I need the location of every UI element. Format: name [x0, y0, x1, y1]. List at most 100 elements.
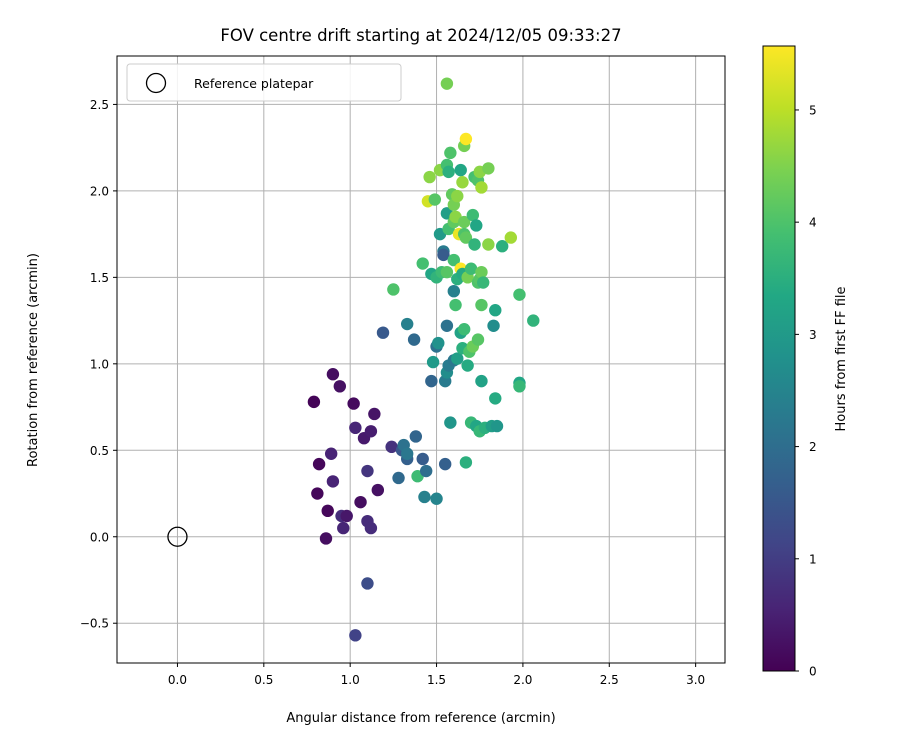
- data-point: [447, 253, 461, 267]
- x-tick-label: 2.5: [600, 673, 619, 687]
- data-point: [444, 416, 457, 429]
- x-tick-label: 1.5: [427, 673, 446, 687]
- data-point: [513, 288, 526, 301]
- data-point: [475, 298, 488, 312]
- data-point: [392, 471, 405, 485]
- data-point: [326, 367, 340, 381]
- data-point: [371, 483, 385, 497]
- data-point: [416, 452, 429, 466]
- legend-marker-reference: [145, 72, 167, 94]
- data-point: [440, 319, 454, 332]
- data-point: [423, 170, 436, 184]
- legend-box: [126, 63, 402, 102]
- data-point: [475, 181, 488, 194]
- grid-lines: [117, 56, 725, 663]
- data-point: [426, 355, 440, 369]
- data-point: [326, 475, 340, 488]
- data-point: [437, 248, 450, 262]
- y-tick-label: 0.0: [90, 530, 109, 544]
- data-point: [354, 495, 367, 509]
- data-point: [468, 238, 481, 251]
- data-point: [489, 392, 502, 405]
- x-axis: 0.0 0.5 1.0 1.5 2.0 2.5 3.0: [168, 663, 705, 687]
- data-point: [400, 317, 414, 331]
- y-tick-label: 2.0: [90, 184, 109, 198]
- data-point: [482, 238, 495, 251]
- x-tick-label: 2.0: [513, 673, 532, 687]
- x-tick-label: 3.0: [686, 673, 705, 687]
- colorbar-tick-label: 3: [809, 328, 817, 342]
- colorbar-gradient: [762, 45, 796, 672]
- data-point: [407, 333, 421, 346]
- data-point: [319, 532, 333, 545]
- reference-marker: [167, 526, 188, 547]
- data-point: [459, 456, 473, 469]
- data-point: [349, 629, 362, 642]
- colorbar-ticks: 0 1 2 3 4 5: [795, 103, 817, 679]
- data-point: [418, 490, 431, 504]
- y-tick-label: 1.5: [90, 271, 109, 285]
- data-point: [368, 407, 381, 421]
- data-point: [361, 464, 374, 478]
- colorbar-tick-label: 4: [809, 216, 817, 230]
- data-point: [409, 430, 423, 443]
- y-tick-label: 1.0: [90, 357, 109, 371]
- data-point: [447, 284, 461, 298]
- data-point: [311, 487, 324, 500]
- plot-area: [116, 55, 726, 664]
- data-point: [387, 283, 400, 296]
- data-point: [504, 231, 518, 244]
- data-point: [457, 215, 471, 229]
- y-tick-label: 0.5: [90, 444, 109, 458]
- data-point: [456, 176, 469, 189]
- data-point: [470, 219, 483, 232]
- data-point: [482, 162, 495, 175]
- data-point: [527, 314, 540, 327]
- data-point: [340, 509, 353, 523]
- data-point: [449, 298, 462, 312]
- data-point: [476, 276, 490, 289]
- data-point: [307, 395, 321, 409]
- data-point: [454, 163, 467, 177]
- data-point: [466, 208, 480, 222]
- colorbar-tick-label: 5: [809, 103, 817, 117]
- data-point: [475, 265, 488, 279]
- x-tick-label: 1.0: [341, 673, 360, 687]
- data-point: [425, 374, 438, 388]
- data-point: [349, 421, 362, 435]
- data-point: [451, 352, 464, 365]
- x-axis-label: Angular distance from reference (arcmin): [286, 711, 555, 726]
- data-point: [457, 323, 471, 336]
- data-point: [489, 304, 502, 317]
- data-point: [361, 577, 374, 590]
- y-tick-label: −0.5: [80, 617, 109, 631]
- y-axis: −0.5 0.0 0.5 1.0 1.5 2.0 2.5: [80, 98, 117, 631]
- data-point: [495, 240, 509, 253]
- data-points: [307, 77, 540, 642]
- data-point: [428, 193, 442, 206]
- data-point: [376, 326, 390, 339]
- data-point: [440, 77, 454, 90]
- data-point: [513, 380, 526, 393]
- legend-label-reference: Reference platepar: [194, 76, 314, 91]
- reference-point: [167, 526, 188, 547]
- legend: Reference platepar: [126, 63, 402, 102]
- data-point: [451, 189, 464, 203]
- data-point: [464, 262, 478, 275]
- y-axis-label: Rotation from reference (arcmin): [26, 253, 41, 467]
- data-point: [324, 447, 338, 460]
- data-point: [475, 374, 488, 388]
- x-tick-label: 0.5: [254, 673, 273, 687]
- data-point: [459, 231, 473, 244]
- data-point: [321, 504, 334, 518]
- x-tick-label: 0.0: [168, 673, 187, 687]
- chart-title: FOV centre drift starting at 2024/12/05 …: [220, 26, 621, 45]
- data-point: [461, 359, 474, 372]
- data-point: [337, 521, 350, 535]
- data-point: [430, 492, 443, 505]
- data-point: [444, 146, 457, 160]
- data-point: [459, 132, 473, 146]
- data-point: [419, 464, 433, 478]
- data-point: [416, 257, 429, 270]
